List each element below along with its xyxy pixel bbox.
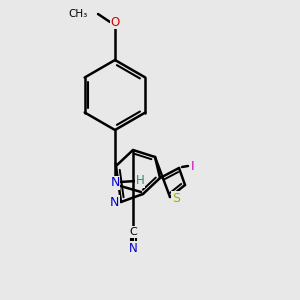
Text: N: N bbox=[110, 196, 119, 208]
Text: C: C bbox=[129, 227, 137, 237]
Text: N: N bbox=[129, 242, 137, 254]
Text: O: O bbox=[110, 16, 120, 28]
Text: H: H bbox=[136, 175, 144, 188]
Text: N: N bbox=[110, 176, 120, 190]
Text: S: S bbox=[172, 191, 180, 205]
Text: I: I bbox=[191, 160, 195, 172]
Text: CH₃: CH₃ bbox=[69, 9, 88, 19]
